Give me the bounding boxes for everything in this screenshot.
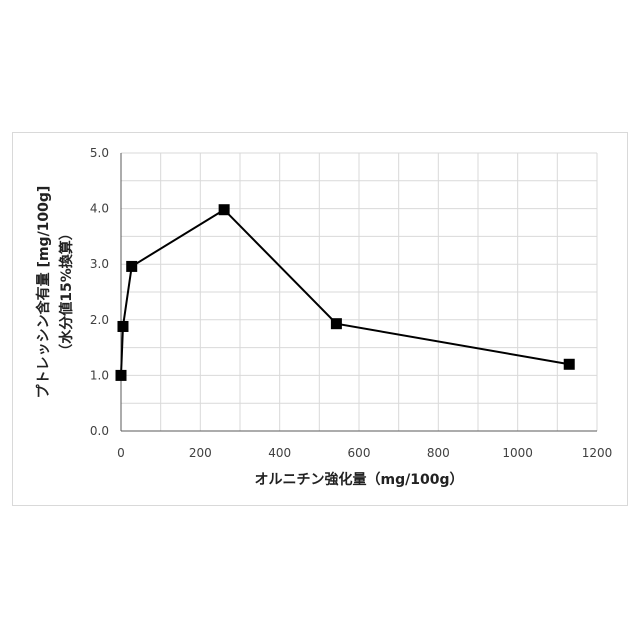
series-line <box>121 210 569 376</box>
x-tick-label: 800 <box>427 446 450 460</box>
x-tick-label: 1000 <box>502 446 533 460</box>
y-tick-label: 1.0 <box>90 368 109 382</box>
y-axis-title-line-2: （水分値15%換算） <box>58 226 75 358</box>
y-tick-label: 3.0 <box>90 257 109 271</box>
data-point-marker <box>219 204 230 215</box>
data-point-marker <box>126 261 137 272</box>
y-tick-label: 0.0 <box>90 424 109 438</box>
data-point-marker <box>117 321 128 332</box>
x-tick-label: 400 <box>268 446 291 460</box>
y-tick-label: 4.0 <box>90 202 109 216</box>
data-point-marker <box>564 359 575 370</box>
series-layer <box>116 204 575 381</box>
tick-layer: 0 200 400 600 800 1000 1200 0.0 1.0 2.0 3.0 4.0 5.0 <box>90 146 612 460</box>
x-tick-label: 1200 <box>582 446 613 460</box>
y-axis-title-line-1: プトレッシン含有量 [mg/100g] <box>35 186 52 399</box>
chart-frame: 0200400600800100012000.01.02.03.04.05.0 … <box>12 132 628 506</box>
chart-svg: 0200400600800100012000.01.02.03.04.05.0 … <box>13 133 629 507</box>
x-axis-title: オルニチン強化量（mg/100g） <box>255 471 464 488</box>
y-tick-label: 5.0 <box>90 146 109 160</box>
data-point-marker <box>116 370 127 381</box>
data-point-marker <box>331 318 342 329</box>
x-tick-label: 600 <box>348 446 371 460</box>
y-tick-label: 2.0 <box>90 313 109 327</box>
x-tick-label: 200 <box>189 446 212 460</box>
grid-layer <box>121 153 597 431</box>
x-tick-label: 0 <box>117 446 125 460</box>
